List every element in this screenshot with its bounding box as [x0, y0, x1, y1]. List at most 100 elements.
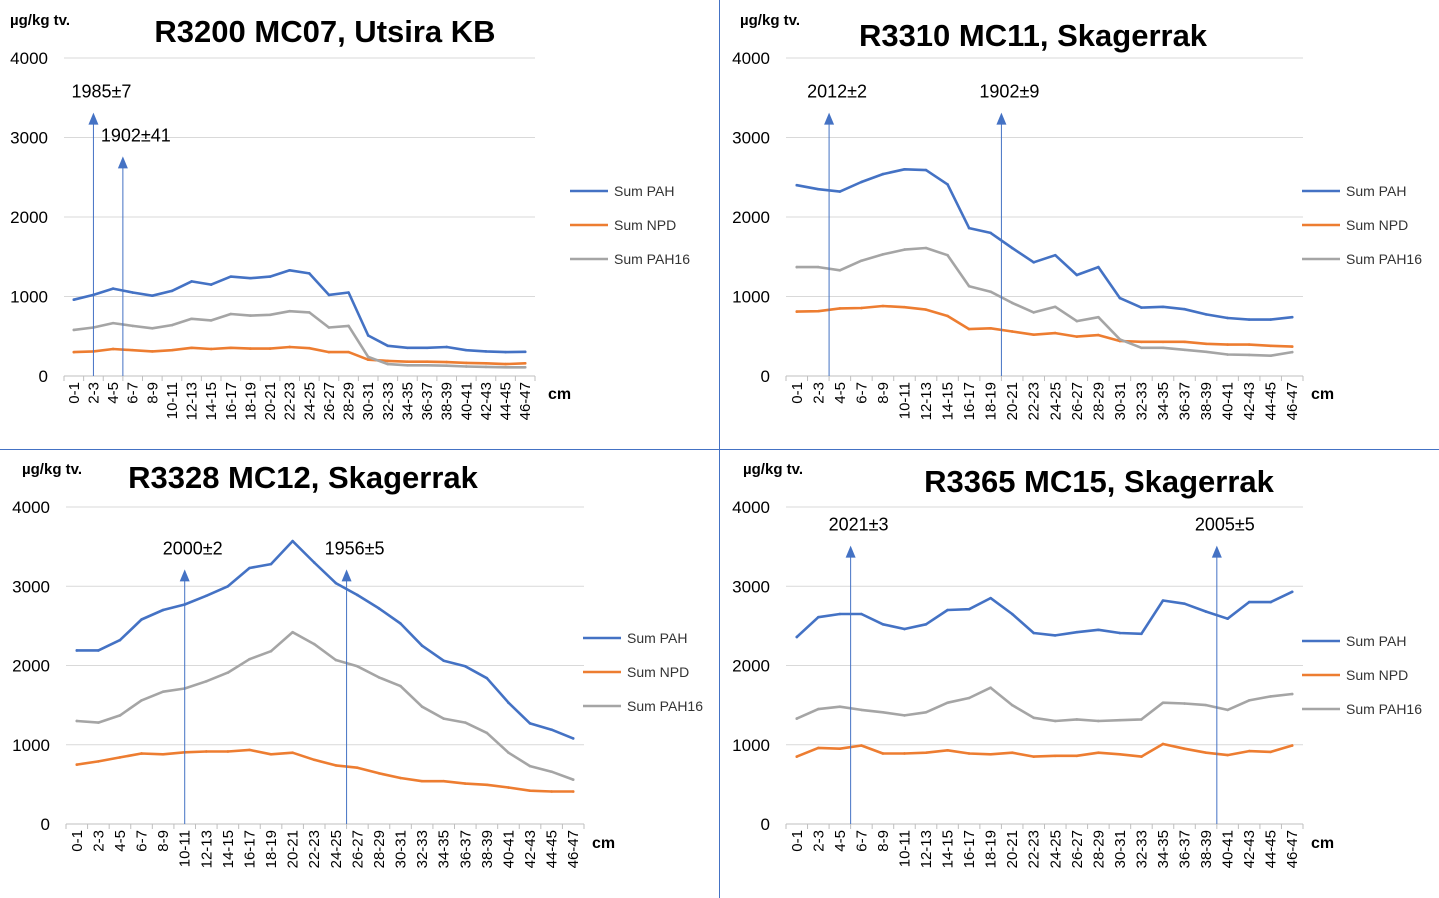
data-point-sum-pah16: [989, 290, 992, 294]
data-point-sum-npd: [204, 750, 208, 753]
data-point-sum-npd: [989, 327, 992, 330]
x-tick-label: 36-37: [1177, 382, 1194, 420]
data-point-sum-pah: [312, 561, 316, 564]
data-point-sum-pah16: [795, 717, 799, 720]
data-point-sum-pah: [967, 226, 971, 230]
data-point-sum-pah16: [838, 705, 842, 709]
data-point-sum-pah: [838, 190, 842, 193]
data-point-sum-pah16: [140, 699, 143, 702]
data-point-sum-pah: [1097, 265, 1100, 269]
data-point-sum-pah16: [1290, 350, 1294, 354]
data-point-sum-npd: [209, 347, 213, 351]
data-point-sum-pah: [463, 664, 467, 668]
data-point-sum-npd: [484, 361, 488, 365]
data-point-sum-pah: [226, 584, 230, 588]
data-point-sum-pah16: [1075, 319, 1079, 323]
data-point-sum-pah16: [1075, 718, 1079, 721]
legend-label-sum-pah: Sum PAH: [1346, 633, 1406, 649]
annotation-arrow-head: [845, 545, 856, 558]
data-point-sum-npd: [924, 308, 928, 311]
annotation-arrow-head: [1211, 545, 1222, 558]
x-tick-label: 24-25: [328, 830, 345, 868]
data-point-sum-npd: [72, 350, 76, 354]
data-point-sum-pah16: [1118, 338, 1122, 341]
data-point-sum-pah: [151, 294, 154, 298]
data-point-sum-npd: [377, 771, 381, 775]
x-tick-label: 6-7: [853, 830, 870, 852]
x-tick-label: 2-3: [85, 382, 102, 404]
plot-area: 0 1000 2000 3000 4000 0-1 2-3 4-5 6-7 8-9 10-11 12-…: [732, 498, 1304, 868]
data-point-sum-pah: [269, 562, 273, 566]
series-line-sum-pah: [75, 539, 575, 740]
data-point-sum-pah16: [406, 363, 409, 367]
data-point-sum-npd: [1161, 340, 1165, 344]
data-point-sum-pah16: [1053, 305, 1057, 309]
x-tick-label: 4-5: [832, 382, 849, 404]
data-point-sum-pah: [248, 566, 251, 570]
data-point-sum-npd: [1290, 345, 1294, 348]
chart-title: R3310 MC11, Skagerrak: [859, 18, 1208, 53]
data-point-sum-npd: [327, 350, 331, 354]
chart-title: R3365 MC15, Skagerrak: [924, 464, 1275, 499]
y-tick-label: 4000: [732, 49, 770, 68]
x-tick-label: 22-23: [1026, 382, 1043, 420]
data-point-sum-pah16: [1204, 350, 1208, 354]
x-tick-label: 14-15: [940, 830, 957, 868]
data-point-sum-pah16: [1097, 719, 1100, 723]
series-line-sum-npd: [795, 742, 1294, 758]
y-tick-label: 0: [39, 367, 48, 386]
y-tick-label: 4000: [10, 49, 48, 68]
data-point-sum-pah: [334, 581, 338, 585]
data-point-sum-pah16: [291, 630, 294, 634]
x-tick-label: 38-39: [1198, 382, 1215, 420]
data-point-sum-pah: [924, 168, 928, 172]
data-point-sum-pah: [97, 649, 100, 652]
x-tick-label: 10-11: [164, 382, 181, 419]
x-tick-label: 14-15: [940, 382, 957, 420]
legend-label-sum-npd: Sum NPD: [1346, 667, 1408, 683]
data-point-sum-pah: [1204, 313, 1208, 316]
data-point-sum-pah: [860, 180, 863, 184]
data-point-sum-pah16: [507, 751, 510, 754]
series-line-sum-npd: [795, 304, 1294, 348]
data-point-sum-pah16: [334, 658, 338, 662]
legend: Sum PAH Sum NPD Sum PAH16: [1302, 183, 1422, 267]
x-tick-label: 20-21: [262, 382, 279, 420]
data-point-sum-pah16: [817, 707, 820, 711]
x-tick-label: 26-27: [1069, 830, 1086, 868]
x-tick-label: 20-21: [1004, 830, 1021, 868]
x-tick-label: 32-33: [1133, 382, 1150, 420]
x-tick-label: 6-7: [853, 382, 870, 404]
data-point-sum-pah16: [967, 696, 971, 700]
legend-label-sum-pah16: Sum PAH16: [1346, 701, 1422, 717]
y-tick-label: 2000: [10, 208, 48, 227]
data-point-sum-npd: [1226, 343, 1229, 346]
data-point-sum-npd: [399, 776, 402, 780]
data-point-sum-pah16: [445, 364, 448, 367]
x-tick-label: 40-41: [1220, 382, 1237, 420]
data-point-sum-npd: [485, 783, 489, 787]
data-point-sum-pah: [1290, 590, 1294, 594]
data-point-sum-npd: [1140, 755, 1143, 758]
data-point-sum-pah16: [204, 680, 208, 683]
data-point-sum-npd: [523, 361, 527, 365]
legend-label-sum-npd: Sum NPD: [627, 664, 689, 680]
data-point-sum-pah: [1269, 318, 1272, 321]
data-point-sum-pah16: [485, 731, 489, 735]
x-tick-label: 8-9: [155, 830, 172, 852]
legend-label-sum-npd: Sum NPD: [1346, 217, 1408, 233]
data-point-sum-pah: [1226, 617, 1229, 621]
series-line-sum-pah: [795, 168, 1294, 321]
x-tick-label: 42-43: [522, 830, 539, 868]
data-point-sum-npd: [989, 752, 992, 756]
x-tick-label: 42-43: [478, 382, 495, 420]
data-point-sum-pah: [291, 539, 294, 543]
data-point-sum-npd: [1075, 754, 1079, 758]
y-tick-label: 2000: [732, 208, 770, 227]
x-tick-label: 40-41: [1220, 830, 1237, 868]
data-point-sum-npd: [967, 752, 971, 755]
data-point-sum-npd: [860, 306, 863, 310]
y-tick-label: 3000: [12, 577, 50, 596]
data-point-sum-pah: [420, 644, 424, 647]
